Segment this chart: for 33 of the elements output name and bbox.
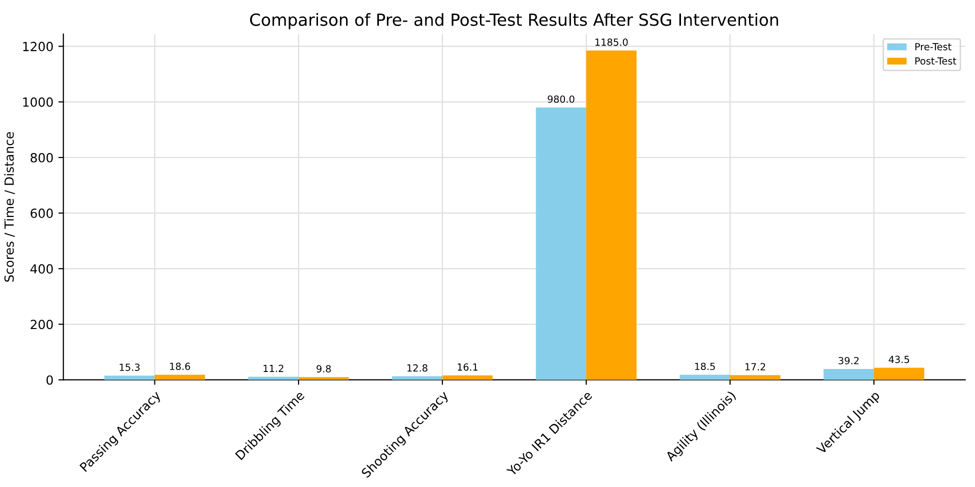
bar — [680, 374, 730, 380]
bar — [824, 368, 874, 380]
data-label: 1185.0 — [595, 38, 628, 46]
bar — [154, 374, 206, 380]
data-label: 39.2 — [838, 356, 859, 364]
bar — [248, 376, 299, 380]
y-tick-label: 1000 — [23, 97, 53, 107]
data-label: 11.2 — [264, 364, 284, 372]
data-label: 9.8 — [316, 365, 331, 372]
bar — [730, 375, 780, 380]
y-tick-label: 600 — [30, 208, 53, 218]
data-label: 43.5 — [888, 356, 910, 364]
legend-label: Pre-Test — [915, 43, 952, 50]
bar — [298, 377, 349, 380]
bar — [874, 368, 924, 380]
y-tick-label: 1200 — [23, 42, 53, 52]
data-label: 15.3 — [120, 364, 140, 371]
data-label: 980.0 — [548, 95, 574, 103]
y-tick-label: 200 — [30, 320, 53, 330]
data-label: 18.5 — [695, 362, 715, 370]
data-label: 18.6 — [170, 362, 190, 370]
data-label: 12.8 — [407, 364, 428, 372]
legend-label: Post-Test — [915, 57, 956, 65]
y-tick-label: 800 — [30, 152, 53, 162]
data-label: 16.1 — [458, 363, 478, 371]
y-axis-title: Scores / Time / Distance — [4, 132, 15, 282]
bar — [586, 50, 637, 380]
y-tick-label: 0 — [46, 375, 53, 385]
data-label: 17.2 — [745, 363, 766, 370]
y-tick-label: 400 — [30, 264, 53, 274]
bar — [104, 376, 155, 380]
chart-title: Comparison of Pre- and Post-Test Results After SSG Intervention — [250, 13, 778, 30]
bar — [536, 107, 586, 380]
